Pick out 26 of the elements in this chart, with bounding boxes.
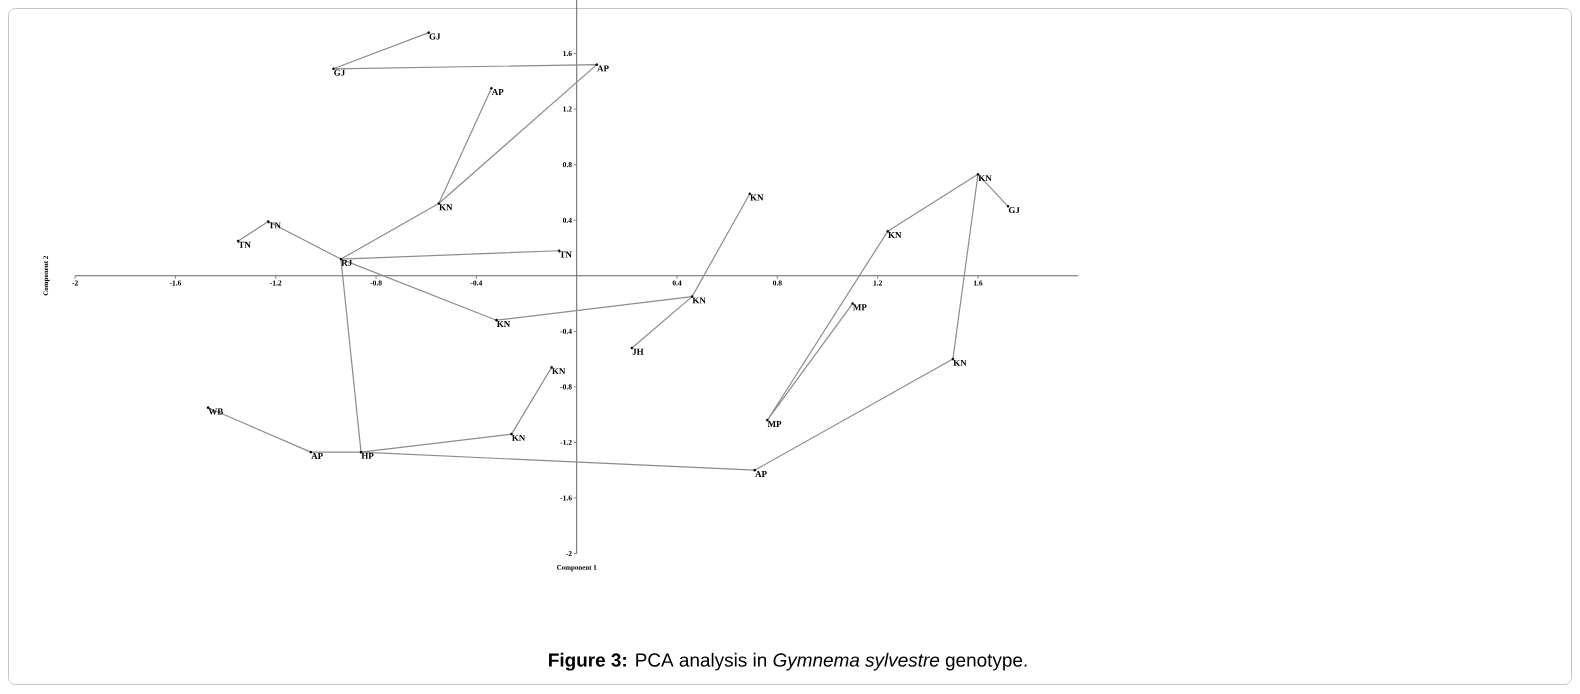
data-label: KN [439,204,453,211]
data-label: MP [853,304,867,311]
data-label: JH [632,348,644,355]
data-label: RJ [341,259,352,266]
data-label: MP [767,421,782,427]
data-label: HP [361,452,374,459]
data-label: KN [978,175,992,182]
data-label: AP [597,65,609,72]
data-label: KN [953,359,967,366]
data-label: AP [311,452,323,459]
data-label: GJ [334,69,345,76]
data-label: KN [750,194,764,201]
data-label: WB [208,408,224,415]
data-label: KN [552,368,566,375]
data-label: AP [491,89,504,95]
data-label: KN [692,297,706,304]
data-label: KN [511,434,526,441]
data-label: TN [268,222,281,229]
data-label: KN [496,321,511,327]
data-label: GJ [429,33,441,40]
data-label: TN [238,241,251,248]
data-label: GJ [1008,207,1020,214]
data-label: AP [755,471,767,477]
data-label: KN [888,232,902,238]
data-label: TN [559,251,572,258]
text: Figure 3: PCA analysis in Gymnema sylvestre genotype. [549,652,1027,671]
